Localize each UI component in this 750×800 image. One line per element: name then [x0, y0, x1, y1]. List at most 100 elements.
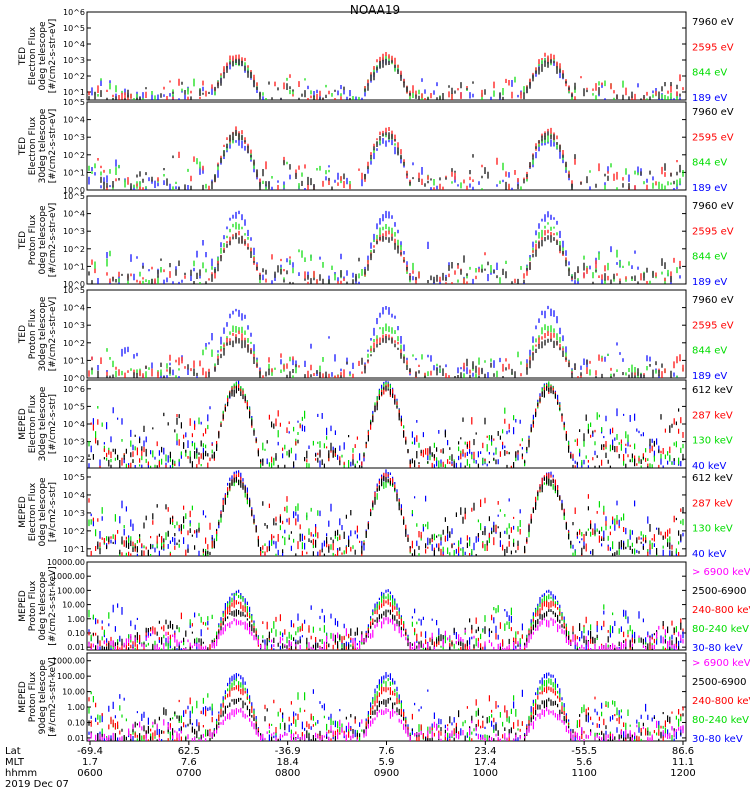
x-tick-label-lat: -36.9	[275, 746, 301, 757]
x-tick-label-mlt: 7.6	[181, 757, 197, 768]
legend-entry: 80-240 keV	[692, 624, 749, 635]
y-tick-label: 10^1	[63, 88, 85, 97]
legend-entry: 80-240 keV	[692, 715, 749, 726]
x-tick-label-hhmm: 0900	[374, 768, 399, 779]
legend-entry: > 6900 keV	[692, 567, 750, 578]
legend-entry: 2500-6900	[692, 586, 747, 597]
y-tick-label: 10^0	[63, 374, 85, 383]
series-mark-844-ev	[91, 323, 684, 378]
legend-entry: 287 keV	[692, 410, 733, 421]
legend-entry: 189 eV	[692, 93, 727, 104]
y-tick-label: 10^5	[63, 98, 85, 107]
x-tick-label-mlt: 5.6	[576, 757, 592, 768]
y-tick-label: 1000.00	[52, 572, 85, 581]
y-axis-label: [#/cm2-s-str-eV]	[48, 203, 58, 278]
y-axis-label: Electron Flux	[28, 482, 38, 541]
y-axis-label: TED	[18, 325, 28, 344]
series-mark-2595-ev	[97, 126, 678, 190]
y-axis-label: 0deg telescope	[38, 477, 48, 547]
y-tick-label: 10^3	[63, 56, 85, 65]
y-axis-label: [#/cm2-s-str]	[48, 394, 58, 454]
y-axis-label: 0deg telescope	[38, 571, 48, 641]
y-tick-label: 10.00	[62, 688, 85, 697]
y-axis-label: Proton Flux	[28, 671, 38, 722]
y-tick-label: 10^3	[63, 227, 85, 236]
legend-entry: 7960 eV	[692, 107, 734, 118]
series-mark-7960-ev	[91, 336, 672, 378]
y-tick-label: 10^3	[63, 133, 85, 142]
y-axis-label: TED	[18, 47, 28, 66]
y-tick-label: 10^4	[63, 40, 85, 49]
x-tick-label-mlt: 18.4	[277, 757, 299, 768]
series-mark-2595-ev	[88, 330, 684, 378]
y-tick-label: 10^0	[63, 280, 85, 289]
y-tick-label: 10^1	[63, 545, 85, 554]
y-tick-label: 10^6	[63, 8, 85, 17]
y-axis-label: [#/cm2-s-str-keV]	[48, 657, 58, 736]
y-tick-label: 10000.00	[47, 558, 85, 567]
y-axis-label: 0deg telescope	[38, 21, 48, 91]
panel-frame	[86, 652, 687, 742]
x-tick-label-lat: 23.4	[474, 746, 496, 757]
x-row-label: Lat	[5, 746, 21, 757]
y-tick-label: 10^3	[63, 438, 85, 447]
y-tick-label: 10^2	[63, 527, 85, 536]
y-axis-label: [#/cm2-s-str-eV]	[48, 109, 58, 184]
legend-entry: > 6900 keV	[692, 658, 750, 669]
y-tick-label: 10^5	[63, 473, 85, 482]
x-tick-label-hhmm: 0800	[275, 768, 300, 779]
legend-entry: 240-800 keV	[692, 696, 750, 707]
y-axis-label: TED	[18, 137, 28, 156]
y-axis-label: MEPED	[18, 496, 28, 528]
y-axis-label: TED	[18, 231, 28, 250]
series-mark-189-ev	[91, 305, 678, 378]
x-tick-label-hhmm: 0600	[77, 768, 102, 779]
x-tick-label-mlt: 1.7	[82, 757, 98, 768]
y-axis-label: 30deg telescope	[38, 108, 48, 183]
series-mark-130-kev	[88, 477, 684, 556]
y-tick-label: 10^1	[63, 356, 85, 365]
series-mark-130-kev	[88, 381, 684, 468]
y-tick-label: 10^0	[63, 186, 85, 195]
y-axis-label: MEPED	[18, 681, 28, 713]
legend-entry: 7960 eV	[692, 295, 734, 306]
y-tick-label: 10^2	[63, 339, 85, 348]
panel-frame	[86, 11, 687, 101]
series-mark-7960-ev	[100, 130, 681, 190]
series-mark-2500-6900	[88, 609, 682, 650]
legend-entry: 844 eV	[692, 346, 727, 357]
x-tick-label-mlt: 17.4	[474, 757, 496, 768]
legend-entry: 2595 eV	[692, 42, 734, 53]
series-mark-2500-6900	[88, 697, 684, 741]
y-axis-label: [#/cm2-s-str-keV]	[48, 566, 58, 645]
series-mark-40-kev	[88, 380, 682, 468]
y-axis-label: 90deg telescope	[38, 659, 48, 734]
y-axis-label: [#/cm2-s-str-eV]	[48, 297, 58, 372]
y-tick-label: 10^2	[63, 72, 85, 81]
y-tick-label: 0.10	[67, 718, 85, 727]
panel-frame	[86, 101, 687, 191]
series-mark-612-kev	[97, 476, 684, 556]
y-tick-label: 100.00	[57, 586, 85, 595]
legend-entry: 612 keV	[692, 473, 733, 484]
legend-entry: 844 eV	[692, 252, 727, 263]
series-mark-189-ev	[88, 138, 681, 190]
series-mark--6900-kev	[88, 617, 684, 650]
x-tick-label-lat: 7.6	[379, 746, 395, 757]
legend-entry: 612 keV	[692, 385, 733, 396]
y-tick-label: 10.00	[62, 601, 85, 610]
x-tick-label-lat: -69.4	[77, 746, 103, 757]
y-tick-label: 10^6	[63, 385, 85, 394]
y-axis-label: Proton Flux	[28, 308, 38, 359]
y-tick-label: 10^4	[63, 304, 85, 313]
x-tick-label-hhmm: 1200	[670, 768, 695, 779]
y-tick-label: 10^5	[63, 402, 85, 411]
y-tick-label: 10^4	[63, 116, 85, 125]
y-axis-label: [#/cm2-s-str]	[48, 482, 58, 542]
y-tick-label: 10^5	[63, 286, 85, 295]
legend-entry: 130 keV	[692, 524, 733, 535]
legend-entry: 7960 eV	[692, 17, 734, 28]
y-axis-label: Electron Flux	[28, 26, 38, 85]
x-tick-label-hhmm: 1000	[473, 768, 498, 779]
